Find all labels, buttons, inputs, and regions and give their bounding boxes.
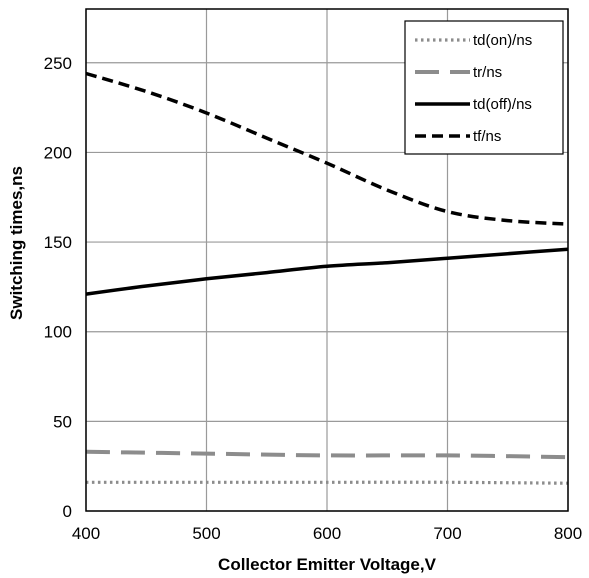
y-tick-label: 150 (44, 233, 72, 252)
y-tick-label: 0 (63, 502, 72, 521)
x-tick-labels: 400 500 600 700 800 (72, 524, 582, 543)
legend-box (404, 20, 564, 155)
y-tick-label: 250 (44, 54, 72, 73)
legend-label: tr/ns (473, 64, 502, 81)
series-layer (85, 71, 569, 485)
x-tick-label: 500 (192, 524, 220, 543)
series-line-td-off-ns (85, 247, 569, 296)
x-tick-label: 600 (313, 524, 341, 543)
plot-frame (85, 8, 569, 512)
y-tick-label: 100 (44, 323, 72, 342)
legend-label: td(off)/ns (473, 96, 532, 113)
x-tick-label: 700 (433, 524, 461, 543)
y-tick-label: 50 (53, 412, 72, 431)
legend-label: tf/ns (473, 128, 501, 145)
legend-label: td(on)/ns (473, 32, 532, 49)
y-tick-labels: 0 50 100 150 200 250 (44, 54, 72, 521)
x-axis-title: Collector Emitter Voltage,V (218, 555, 437, 574)
series-line-tf-ns (85, 71, 569, 226)
y-tick-label: 200 (44, 143, 72, 162)
y-axis-title: Switching times,ns (7, 166, 26, 320)
series-line-tr-ns (85, 449, 569, 460)
x-tick-label: 400 (72, 524, 100, 543)
x-tick-label: 800 (554, 524, 582, 543)
series-line-td-on-ns (86, 480, 569, 485)
legend: td(on)/ns tr/ns td(off)/ns tf/ns (404, 20, 564, 155)
